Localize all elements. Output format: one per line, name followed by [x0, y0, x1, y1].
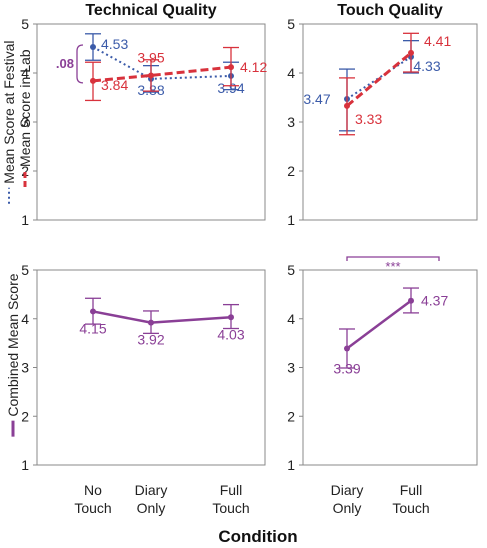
data-point-lab [344, 102, 350, 109]
data-label-lab: 4.12 [240, 59, 267, 75]
y-tick-label: 3 [21, 360, 29, 376]
y-tick-label: 4 [287, 65, 295, 81]
y-tick-label: 5 [21, 262, 29, 278]
data-label-combined: 4.37 [421, 293, 448, 309]
y-tick-label: 1 [21, 457, 29, 473]
data-label-combined: 3.39 [333, 360, 360, 376]
legend-bottom: Combined Mean Score [5, 273, 21, 437]
plot-frame [302, 23, 478, 221]
data-label-lab: 4.41 [424, 33, 451, 49]
y-tick-label: 3 [21, 114, 29, 130]
x-tick-label-line: Touch [74, 500, 111, 516]
data-label-combined: 4.15 [79, 320, 106, 336]
legend-label: Combined Mean Score [5, 273, 21, 416]
legend-top: Mean Score at Festival Mean Score in Lab [1, 41, 33, 204]
y-tick-label: 3 [287, 114, 295, 130]
y-tick-label: 2 [21, 163, 29, 179]
plot-frame [302, 269, 478, 466]
x-axis-title: Condition [218, 527, 297, 546]
y-tick-label: 2 [287, 408, 295, 424]
data-point-combined [408, 297, 414, 304]
data-point-combined [90, 308, 96, 315]
y-tick-label: 1 [287, 457, 295, 473]
y-tick-label: 5 [287, 16, 295, 32]
significance-bracket [76, 44, 84, 84]
data-point-lab [90, 77, 96, 84]
legend-label: Mean Score at Festival [1, 41, 17, 184]
data-label-festival: 4.33 [413, 58, 440, 74]
x-tick-label: Diary Only [135, 482, 168, 516]
data-label-lab: 3.95 [137, 49, 164, 65]
panel-touch-top: Touch Quality 1 2 3 4 5 3.47 4.33 3.33 4.41 [287, 2, 478, 228]
series-line-lab [346, 51, 412, 107]
y-tick-label: 5 [21, 16, 29, 32]
x-tick-label: Full Touch [392, 482, 429, 516]
series-line-combined [346, 299, 412, 350]
panel-touch-bottom: 1 2 3 4 5 Diary Only Full Touch 3.39 4.37 *** [287, 256, 478, 516]
data-point-combined [228, 314, 234, 321]
x-tick-label-line: Only [333, 500, 362, 516]
x-tick-label: Diary Only [331, 482, 364, 516]
y-tick-label: 1 [21, 212, 29, 228]
y-tick-label: 4 [21, 311, 29, 327]
legend-entry: Mean Score at Festival [1, 41, 17, 204]
x-tick-label-line: Only [137, 500, 166, 516]
data-point-lab [228, 64, 234, 71]
series-line-lab [92, 65, 232, 83]
y-tick-label: 3 [287, 360, 295, 376]
significance-label: *** [385, 259, 400, 274]
x-tick-label-line: Diary [135, 482, 168, 498]
data-label-combined: 4.03 [217, 326, 244, 342]
significance-bracket [346, 256, 440, 261]
panel-title: Technical Quality [85, 2, 216, 19]
data-label-combined: 3.92 [137, 332, 164, 348]
x-tick-label-line: Diary [331, 482, 364, 498]
x-tick-label: Full Touch [212, 482, 249, 516]
data-point-combined [148, 319, 154, 326]
data-point-lab [148, 72, 154, 79]
y-tick-label: 1 [287, 212, 295, 228]
x-tick-label-line: No [84, 482, 102, 498]
y-tick-label: 4 [21, 65, 29, 81]
data-point-festival [90, 44, 96, 51]
data-point-lab [408, 49, 414, 56]
data-label-festival: 3.47 [303, 91, 330, 107]
legend-entry: Mean Score in Lab [17, 49, 33, 187]
x-tick-label-line: Touch [392, 500, 429, 516]
data-label-festival: 4.53 [101, 36, 128, 52]
y-tick-label: 5 [287, 262, 295, 278]
x-tick-label-line: Touch [212, 500, 249, 516]
data-point-combined [344, 345, 350, 352]
x-tick-label: No Touch [74, 482, 111, 516]
panel-technical-bottom: 1 2 3 4 5 No Touch Diary Only Full Touch 4.15 3.92 4.… [21, 262, 266, 516]
y-tick-label: 4 [287, 311, 295, 327]
data-label-lab: 3.84 [101, 77, 128, 93]
series-line-combined [92, 310, 232, 324]
data-label-lab: 3.33 [355, 111, 382, 127]
data-label-festival: 3.94 [217, 80, 244, 96]
y-tick-label: 2 [21, 408, 29, 424]
x-tick-label-line: Full [220, 482, 243, 498]
y-tick-label: 2 [287, 163, 295, 179]
panel-title: Touch Quality [337, 2, 443, 19]
significance-label: .08 [56, 56, 74, 71]
legend-label: Mean Score in Lab [17, 49, 33, 167]
x-tick-label-line: Full [400, 482, 423, 498]
plot-frame [36, 269, 266, 466]
